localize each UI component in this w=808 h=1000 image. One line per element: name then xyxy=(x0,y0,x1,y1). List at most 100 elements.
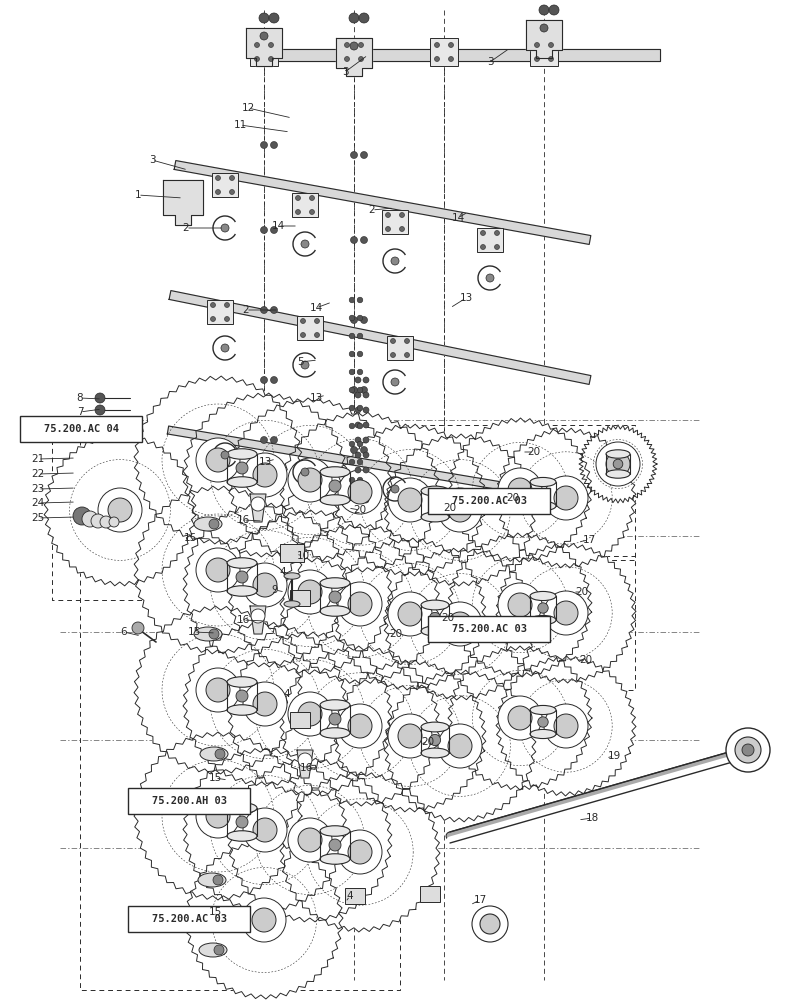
Ellipse shape xyxy=(421,512,449,522)
Text: 20: 20 xyxy=(441,613,455,623)
Circle shape xyxy=(357,477,363,483)
Circle shape xyxy=(196,794,240,838)
Circle shape xyxy=(242,898,286,942)
Circle shape xyxy=(351,446,357,454)
Circle shape xyxy=(388,714,432,758)
Text: 4: 4 xyxy=(284,689,290,699)
Circle shape xyxy=(206,448,230,472)
Text: 20: 20 xyxy=(353,505,367,515)
Bar xyxy=(477,228,503,252)
Circle shape xyxy=(544,704,588,748)
Text: 20: 20 xyxy=(575,587,588,597)
Circle shape xyxy=(216,176,221,180)
Text: 16: 16 xyxy=(237,515,250,525)
Text: 9: 9 xyxy=(271,585,278,595)
Circle shape xyxy=(363,422,369,428)
Ellipse shape xyxy=(194,627,222,641)
Polygon shape xyxy=(384,670,536,822)
Circle shape xyxy=(549,5,559,15)
Circle shape xyxy=(314,332,319,338)
Circle shape xyxy=(348,480,372,504)
Polygon shape xyxy=(169,291,591,384)
Circle shape xyxy=(363,437,369,443)
Text: 75.200.AC 03: 75.200.AC 03 xyxy=(452,624,527,634)
Circle shape xyxy=(498,696,542,740)
Polygon shape xyxy=(384,548,536,700)
Polygon shape xyxy=(183,748,347,912)
Circle shape xyxy=(229,176,234,180)
Circle shape xyxy=(349,405,355,411)
Ellipse shape xyxy=(320,854,350,864)
Circle shape xyxy=(225,302,229,308)
Circle shape xyxy=(357,423,363,429)
Circle shape xyxy=(260,376,267,383)
Ellipse shape xyxy=(227,477,257,487)
Polygon shape xyxy=(134,376,302,544)
Circle shape xyxy=(355,452,361,458)
Circle shape xyxy=(349,297,355,303)
Text: 10: 10 xyxy=(297,551,309,561)
Text: 20: 20 xyxy=(579,655,592,665)
Text: 15: 15 xyxy=(187,627,200,637)
Circle shape xyxy=(448,498,472,522)
Circle shape xyxy=(213,875,223,885)
Circle shape xyxy=(253,463,277,487)
Circle shape xyxy=(359,13,369,23)
Circle shape xyxy=(298,828,322,852)
Text: 16: 16 xyxy=(300,763,313,773)
Circle shape xyxy=(255,56,259,62)
Circle shape xyxy=(405,338,410,344)
Circle shape xyxy=(349,459,355,465)
Circle shape xyxy=(301,332,305,338)
Polygon shape xyxy=(250,494,266,522)
Circle shape xyxy=(243,453,287,497)
Ellipse shape xyxy=(320,728,350,738)
Circle shape xyxy=(221,344,229,352)
Circle shape xyxy=(359,42,364,47)
Circle shape xyxy=(480,914,500,934)
Ellipse shape xyxy=(320,606,350,616)
Circle shape xyxy=(742,744,754,756)
Circle shape xyxy=(538,489,548,499)
Polygon shape xyxy=(167,426,586,504)
Ellipse shape xyxy=(227,586,257,596)
Ellipse shape xyxy=(227,803,257,813)
Text: 24: 24 xyxy=(32,498,44,508)
Text: 6: 6 xyxy=(120,627,128,637)
Circle shape xyxy=(549,56,553,62)
Circle shape xyxy=(298,753,312,767)
Circle shape xyxy=(355,437,361,443)
Circle shape xyxy=(390,338,395,344)
Circle shape xyxy=(221,451,229,459)
Circle shape xyxy=(296,210,301,215)
Polygon shape xyxy=(175,161,591,244)
Circle shape xyxy=(260,141,267,148)
Text: 20: 20 xyxy=(422,737,435,747)
Circle shape xyxy=(349,369,355,375)
Circle shape xyxy=(544,591,588,635)
Circle shape xyxy=(357,441,363,447)
Circle shape xyxy=(260,32,268,40)
Circle shape xyxy=(214,945,224,955)
Ellipse shape xyxy=(227,677,257,687)
Circle shape xyxy=(255,42,259,47)
Text: 20: 20 xyxy=(444,503,457,513)
Circle shape xyxy=(298,580,322,604)
Bar xyxy=(420,886,440,902)
Circle shape xyxy=(481,244,486,249)
FancyBboxPatch shape xyxy=(428,488,550,514)
Polygon shape xyxy=(163,180,203,225)
Circle shape xyxy=(95,405,105,415)
Circle shape xyxy=(448,42,453,47)
Text: 75.200.AH 03: 75.200.AH 03 xyxy=(152,796,226,806)
Bar xyxy=(387,336,413,360)
Circle shape xyxy=(360,316,368,324)
Polygon shape xyxy=(183,622,347,786)
Ellipse shape xyxy=(421,722,449,732)
Ellipse shape xyxy=(194,517,222,531)
Circle shape xyxy=(429,498,440,510)
Text: 19: 19 xyxy=(608,751,621,761)
Ellipse shape xyxy=(320,467,350,477)
Circle shape xyxy=(82,511,98,527)
Text: 20: 20 xyxy=(528,447,541,457)
